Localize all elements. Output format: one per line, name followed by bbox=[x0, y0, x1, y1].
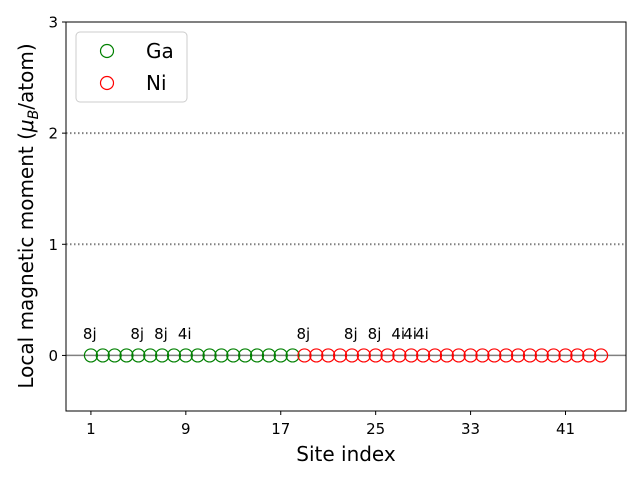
data-point-ni bbox=[297, 348, 312, 363]
y-tick-label: 0 bbox=[48, 347, 58, 365]
data-point-ga bbox=[190, 348, 205, 363]
data-point-ni bbox=[522, 348, 537, 363]
data-point-ni bbox=[582, 348, 597, 363]
data-point-ni bbox=[368, 348, 383, 363]
site-annotation: 4i bbox=[391, 325, 405, 343]
data-point-ni bbox=[416, 348, 431, 363]
legend-box bbox=[75, 31, 188, 103]
data-point-ga bbox=[178, 348, 193, 363]
site-annotation: 8j bbox=[83, 325, 97, 343]
y-axis-label-mu: μ bbox=[14, 119, 38, 133]
x-tick-label: 25 bbox=[366, 420, 385, 438]
data-point-ni bbox=[356, 348, 371, 363]
axes-frame bbox=[65, 21, 627, 412]
y-axis-label-sub: B bbox=[26, 110, 42, 120]
legend: Ga Ni bbox=[75, 31, 188, 103]
data-point-ni bbox=[593, 348, 609, 363]
data-point-ga bbox=[95, 348, 110, 363]
y-axis-label-suffix: /atom) bbox=[14, 43, 38, 109]
data-point-ni bbox=[427, 348, 443, 363]
data-point-ga bbox=[238, 348, 253, 363]
data-point-ni bbox=[499, 348, 514, 363]
legend-label-ga: Ga bbox=[146, 39, 174, 63]
data-point-ga bbox=[202, 348, 217, 363]
data-point-ni bbox=[321, 348, 336, 363]
data-point-ni bbox=[380, 348, 395, 363]
y-axis: 0 1 2 3 bbox=[48, 14, 66, 365]
data-point-ni bbox=[463, 348, 478, 363]
data-point-ni bbox=[439, 348, 454, 363]
x-axis: 1 9 17 25 33 41 bbox=[86, 411, 575, 438]
data-point-ga bbox=[131, 348, 146, 363]
y-tick-label: 1 bbox=[48, 236, 58, 254]
x-tick-label: 17 bbox=[271, 420, 290, 438]
legend-marker-ga bbox=[99, 43, 115, 59]
data-point-ni bbox=[558, 348, 573, 363]
data-point-ni bbox=[487, 348, 502, 363]
y-axis-label-prefix: Local magnetic moment ( bbox=[14, 132, 38, 389]
site-annotation: 8j bbox=[296, 325, 310, 343]
y-tick-label: 2 bbox=[48, 125, 58, 143]
data-point-ni bbox=[332, 348, 348, 363]
site-annotation: 4i bbox=[403, 325, 417, 343]
data-point-ni bbox=[546, 348, 561, 363]
data-point-ga bbox=[285, 348, 300, 363]
data-point-ni bbox=[309, 348, 324, 363]
data-point-ga bbox=[261, 348, 276, 363]
legend-marker-ni bbox=[99, 75, 115, 91]
data-point-ga bbox=[83, 348, 99, 363]
data-point-ni bbox=[475, 348, 490, 363]
data-point-ni bbox=[570, 348, 585, 363]
y-tick-label: 3 bbox=[48, 14, 58, 32]
data-point-ga bbox=[166, 348, 182, 363]
data-point-ni bbox=[392, 348, 407, 363]
x-tick-label: 33 bbox=[461, 420, 480, 438]
x-axis-label: Site index bbox=[296, 442, 396, 466]
site-annotation: 8j bbox=[344, 325, 358, 343]
y-axis-label: Local magnetic moment (μB/atom) bbox=[14, 43, 42, 388]
data-point-ni bbox=[534, 348, 549, 363]
data-point-ga bbox=[143, 348, 158, 363]
data-point-ga bbox=[107, 348, 122, 363]
site-annotation: 4i bbox=[415, 325, 429, 343]
data-point-ga bbox=[214, 348, 229, 363]
x-tick-label: 1 bbox=[86, 420, 96, 438]
data-point-ga bbox=[273, 348, 288, 363]
site-annotation: 8j bbox=[130, 325, 144, 343]
data-point-ga bbox=[249, 348, 265, 363]
data-point-ni bbox=[404, 348, 419, 363]
data-point-ga bbox=[119, 348, 134, 363]
site-annotation: 4i bbox=[178, 325, 192, 343]
site-annotation: 8j bbox=[154, 325, 168, 343]
data-point-ga bbox=[155, 348, 170, 363]
data-point-ga bbox=[226, 348, 241, 363]
data-point-ni bbox=[344, 348, 360, 363]
x-tick-label: 41 bbox=[556, 420, 575, 438]
x-tick-label: 9 bbox=[181, 420, 191, 438]
legend-label-ni: Ni bbox=[146, 71, 167, 95]
data-point-ni bbox=[451, 348, 466, 363]
data-point-ni bbox=[510, 348, 526, 363]
site-annotation: 8j bbox=[368, 325, 382, 343]
